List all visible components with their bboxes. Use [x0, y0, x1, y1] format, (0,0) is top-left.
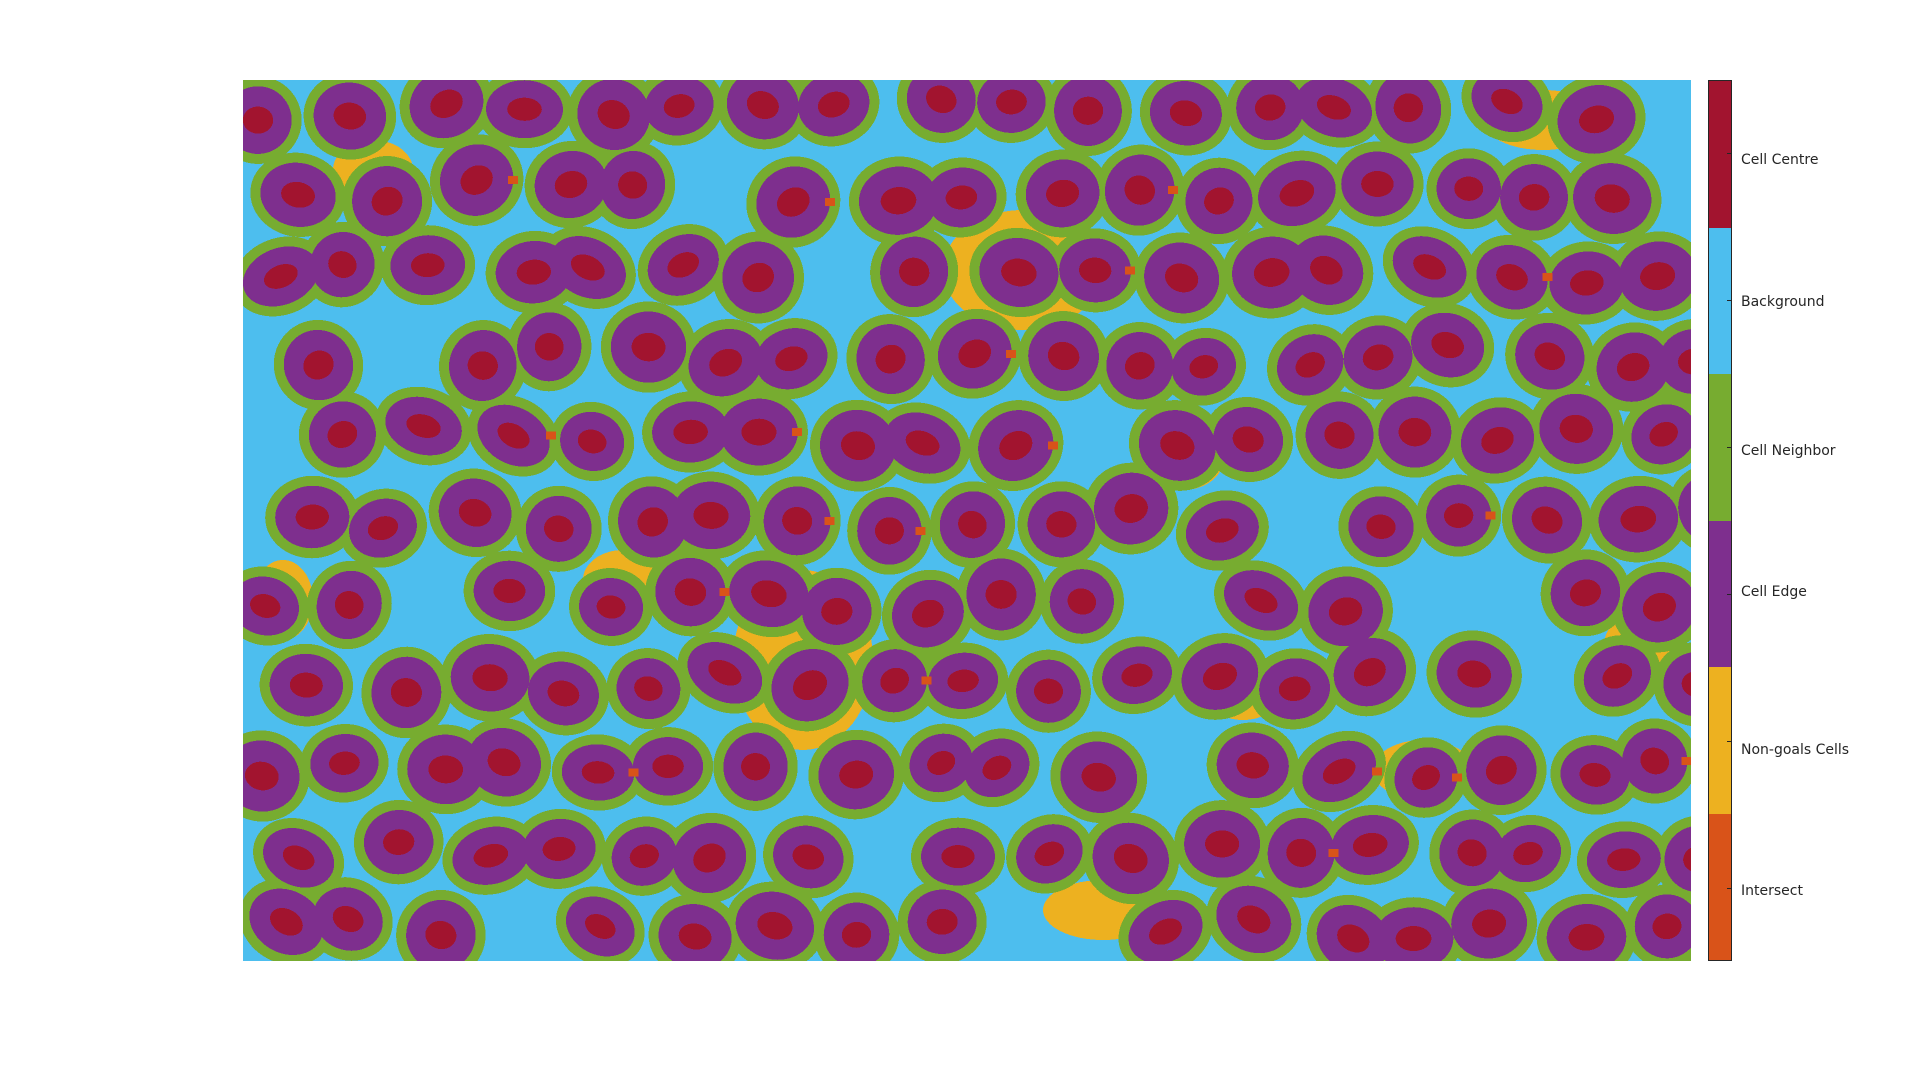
segmentation-canvas	[243, 80, 1691, 961]
colorbar	[1708, 80, 1732, 961]
segmentation-image	[243, 80, 1691, 961]
colorbar-tick	[1727, 741, 1732, 742]
colorbar-label-non-goals-cells: Non-goals Cells	[1741, 742, 1850, 758]
colorbar-tick	[1727, 594, 1732, 595]
colorbar-tick	[1727, 153, 1732, 154]
colorbar-label-background: Background	[1741, 294, 1825, 310]
colorbar-tick	[1727, 447, 1732, 448]
colorbar-label-cell-neighbor: Cell Neighbor	[1741, 443, 1836, 459]
colorbar-tick	[1727, 300, 1732, 301]
colorbar-label-cell-edge: Cell Edge	[1741, 584, 1807, 600]
colorbar-swatch-cell-centre	[1709, 81, 1731, 228]
colorbar-tick	[1727, 888, 1732, 889]
colorbar-label-intersect: Intersect	[1741, 883, 1803, 899]
colorbar-swatch-cell-edge	[1709, 520, 1731, 667]
colorbar-label-cell-centre: Cell Centre	[1741, 152, 1819, 168]
colorbar-swatch-non-goals-cells	[1709, 667, 1731, 814]
colorbar-swatch-background	[1709, 227, 1731, 374]
colorbar-swatch-intersect	[1709, 813, 1731, 960]
colorbar-swatch-cell-neighbor	[1709, 374, 1731, 521]
